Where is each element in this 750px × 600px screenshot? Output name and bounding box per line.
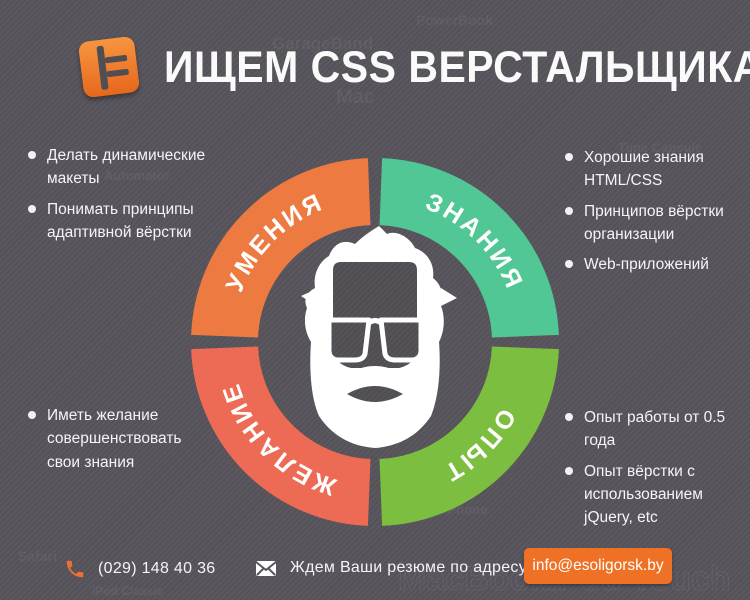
watermark-text: iPod Classic bbox=[92, 584, 164, 598]
esoligorsk-logo-icon bbox=[78, 36, 140, 98]
list-item: Хорошие знания HTML/CSS bbox=[565, 146, 733, 193]
list-item-text: Принципов вёрстки организации bbox=[584, 202, 724, 243]
list-item: Опыт работы от 0.5 года bbox=[565, 406, 737, 453]
mouth bbox=[347, 386, 403, 402]
list-item: Web-приложений bbox=[565, 253, 733, 276]
list-item: Иметь желание совершенствовать свои знан… bbox=[28, 404, 208, 474]
list-item: Понимать принципы адаптивной вёрстки bbox=[28, 198, 228, 245]
bullet-dot bbox=[28, 151, 36, 159]
watermark-text: PowerBook bbox=[416, 12, 494, 28]
segment-experience bbox=[378, 345, 559, 526]
bullet-dot bbox=[565, 153, 573, 161]
segment-knowledge bbox=[378, 158, 559, 339]
envelope-icon bbox=[255, 561, 277, 576]
bullet-dot bbox=[565, 206, 573, 215]
bullet-dot bbox=[565, 260, 573, 268]
list-item: Принципов вёрстки организации bbox=[565, 200, 733, 247]
phone-contact: (029) 148 40 36 bbox=[64, 558, 215, 580]
list-item-text: Делать динамические макеты bbox=[47, 147, 206, 188]
phone-number: (029) 148 40 36 bbox=[98, 560, 216, 577]
header: ИЩЕМ CSS ВЕРСТАЛЬЩИКА bbox=[76, 34, 750, 100]
resume-contact: Ждем Ваши резюме по адресу bbox=[254, 556, 527, 580]
list-item-text: Понимать принципы адаптивной вёрстки bbox=[47, 200, 194, 241]
bullet-dot bbox=[28, 204, 36, 213]
bullet-dot bbox=[28, 411, 36, 419]
list-item: Делать динамические макеты bbox=[28, 144, 228, 191]
segment-skills bbox=[191, 158, 372, 339]
page-title: ИЩЕМ CSS ВЕРСТАЛЬЩИКА bbox=[164, 41, 750, 92]
knowledge-list: Хорошие знания HTML/CSS Принципов вёрстк… bbox=[565, 146, 733, 276]
experience-list: Опыт работы от 0.5 года Опыт вёрстки с и… bbox=[565, 406, 737, 529]
skills-donut-diagram: УМЕНИЯ ЗНАНИЯ ЖЕЛАНИЕ ОПЫТ bbox=[191, 158, 559, 526]
resume-text: Ждем Ваши резюме по адресу bbox=[290, 559, 528, 576]
list-item-text: Хорошие знания HTML/CSS bbox=[584, 149, 704, 190]
bullet-dot bbox=[565, 466, 573, 475]
list-item-text: Опыт работы от 0.5 года bbox=[584, 409, 726, 450]
list-item-text: Web-приложений bbox=[584, 256, 709, 273]
bullet-dot bbox=[565, 413, 573, 421]
list-item-text: Иметь желание совершенствовать свои знан… bbox=[47, 407, 182, 471]
bearded-man-icon bbox=[301, 226, 457, 448]
email-button[interactable]: info@esoligorsk.by bbox=[524, 548, 672, 584]
list-item: Опыт вёрстки с использованием jQuery, et… bbox=[565, 460, 737, 530]
segment-desire bbox=[191, 345, 372, 526]
sunglasses-icon bbox=[313, 314, 437, 363]
list-item-text: Опыт вёрстки с использованием jQuery, et… bbox=[584, 462, 703, 527]
desire-list: Иметь желание совершенствовать свои знан… bbox=[28, 404, 208, 474]
phone-icon bbox=[66, 560, 84, 578]
skills-list: Делать динамические макеты Понимать прин… bbox=[28, 144, 228, 244]
footer: (029) 148 40 36 Ждем Ваши резюме по адре… bbox=[0, 546, 750, 586]
